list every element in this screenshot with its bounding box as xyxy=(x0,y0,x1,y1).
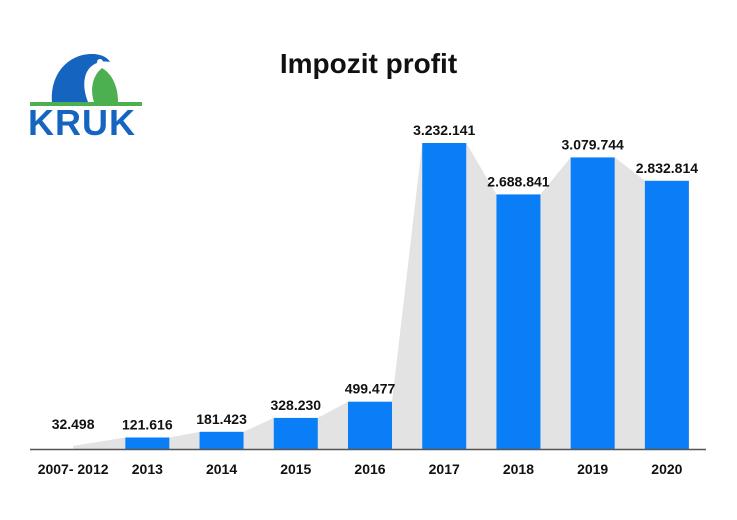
x-tick-label: 2007- 2012 xyxy=(38,461,109,477)
data-label: 499.477 xyxy=(345,381,396,397)
x-tick-label: 2015 xyxy=(280,461,311,477)
x-tick-label: 2020 xyxy=(651,461,682,477)
bar xyxy=(644,180,689,450)
bar xyxy=(496,194,541,449)
x-tick-label: 2017 xyxy=(429,461,460,477)
bar xyxy=(199,431,244,449)
x-tick-label: 2014 xyxy=(206,461,237,477)
data-label: 2.688.841 xyxy=(487,173,549,189)
data-label: 3.232.141 xyxy=(413,122,475,138)
data-label: 3.079.744 xyxy=(562,136,624,152)
bar xyxy=(125,437,170,449)
bar xyxy=(570,157,615,449)
x-tick-label: 2013 xyxy=(132,461,163,477)
x-tick-label: 2019 xyxy=(577,461,608,477)
logo-wordmark: KRUK xyxy=(28,102,136,143)
bird-icon xyxy=(51,54,118,102)
x-tick-label: 2016 xyxy=(354,461,385,477)
data-label: 121.616 xyxy=(122,416,173,432)
bar xyxy=(348,401,392,449)
kruk-logo: KRUK xyxy=(26,50,146,142)
logo-divider xyxy=(30,102,142,106)
x-tick-label: 2018 xyxy=(503,461,534,477)
data-label: 2.832.814 xyxy=(636,160,698,176)
data-label: 181.423 xyxy=(196,411,247,427)
data-label: 328.230 xyxy=(270,397,321,413)
data-label: 32.498 xyxy=(52,416,95,432)
bar xyxy=(273,417,318,449)
chart-title: Impozit profit xyxy=(279,48,458,79)
bar xyxy=(422,143,467,449)
